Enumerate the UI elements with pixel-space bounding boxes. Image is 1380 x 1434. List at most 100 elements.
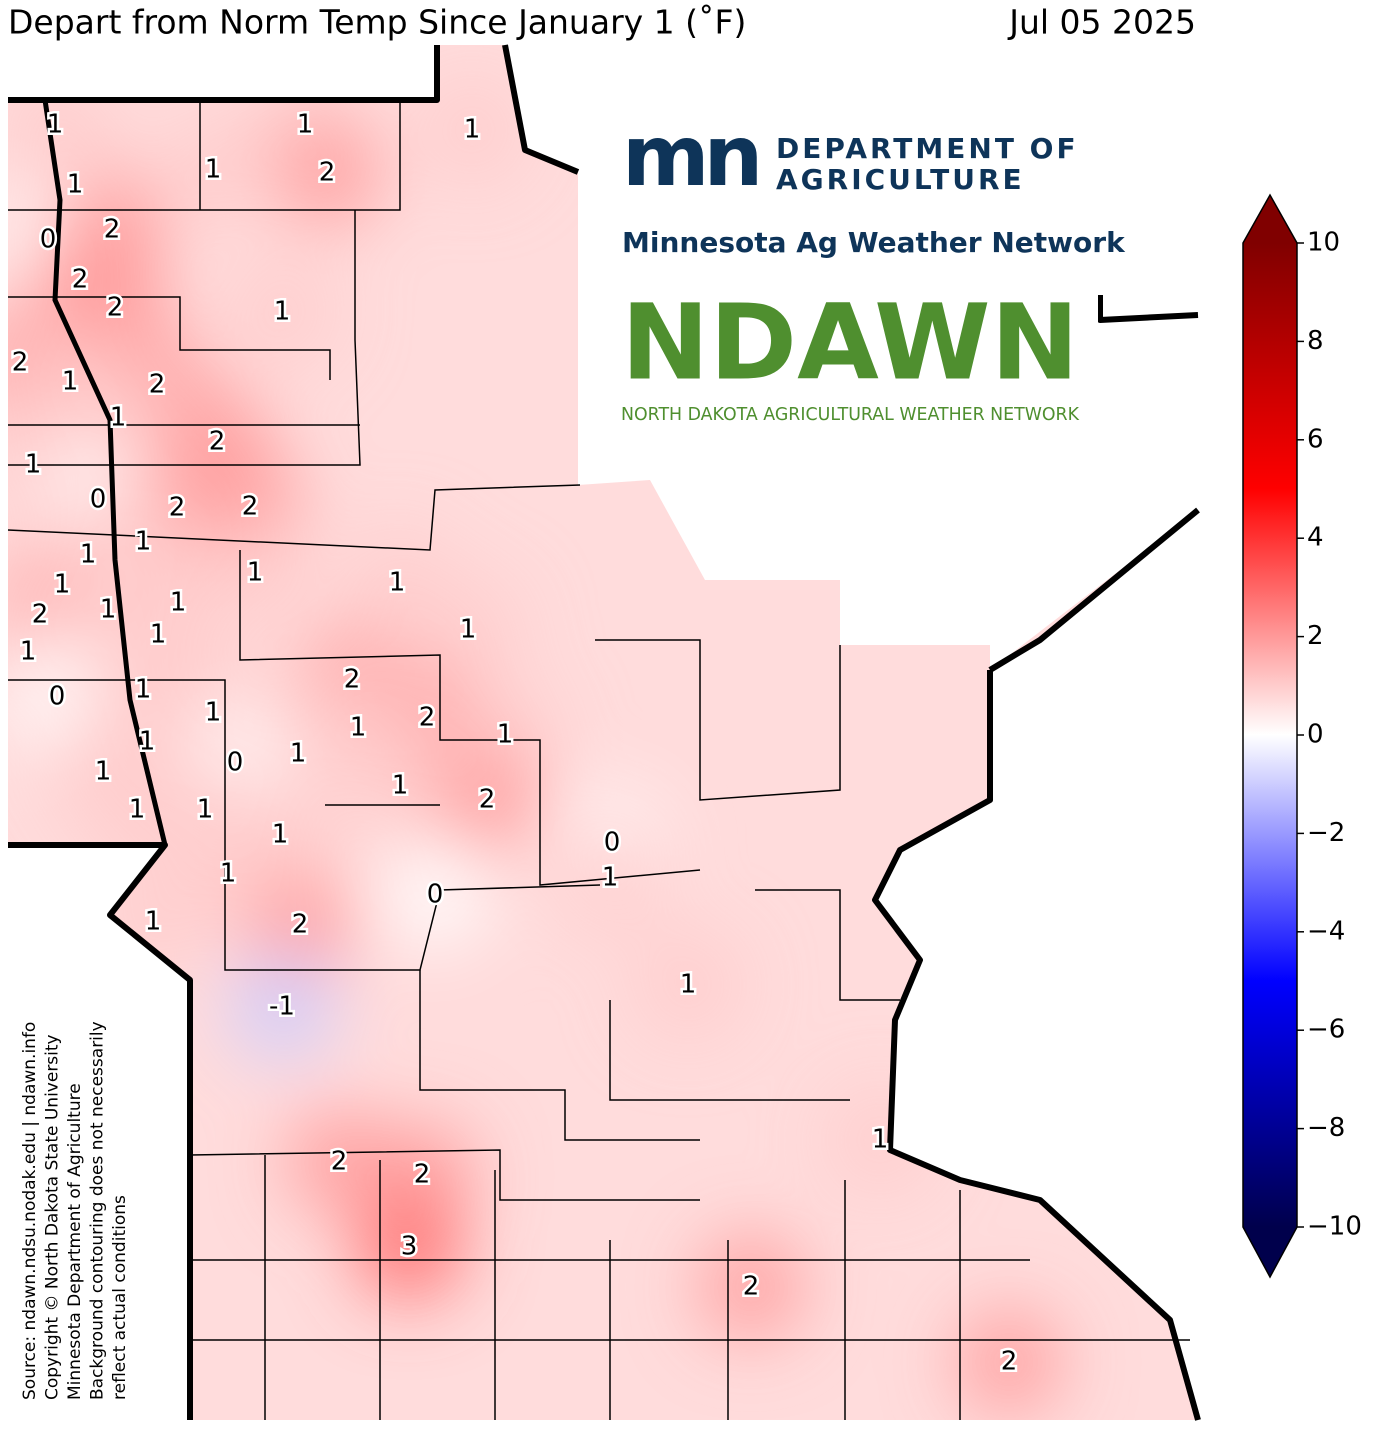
contour-blob xyxy=(633,930,743,1040)
station-value: 1 xyxy=(464,115,481,145)
station-value: 2 xyxy=(72,265,89,295)
contour-blob xyxy=(417,75,527,185)
station-value: 1 xyxy=(135,675,152,705)
contour-blob xyxy=(63,363,173,473)
colorbar-tick-label: −10 xyxy=(1307,1212,1362,1242)
station-value: -1 xyxy=(269,992,295,1022)
station-value: 1 xyxy=(389,568,406,598)
station-value: 2 xyxy=(414,1160,431,1190)
ndawn-subtitle: NORTH DAKOTA AGRICULTURAL WEATHER NETWOR… xyxy=(621,404,1080,425)
station-value: 1 xyxy=(129,795,146,825)
colorbar-tick-label: 8 xyxy=(1307,326,1324,356)
title: Depart from Norm Temp Since January 1 (˚… xyxy=(8,3,746,42)
station-value: 2 xyxy=(149,370,166,400)
station-value: 1 xyxy=(392,771,409,801)
colorbar-extend-low xyxy=(1243,1227,1297,1277)
source-line: reflect actual conditions xyxy=(110,1195,130,1400)
date: Jul 05 2025 xyxy=(1007,3,1196,42)
station-value: 2 xyxy=(319,158,336,188)
contour-blob xyxy=(345,731,455,841)
station-value: 2 xyxy=(242,492,259,522)
station-value: 2 xyxy=(169,493,186,523)
station-value: 2 xyxy=(743,1272,760,1302)
station-value: 0 xyxy=(427,880,444,910)
logo-panel: mn DEPARTMENT OF AGRICULTURE Minnesota A… xyxy=(600,100,1126,445)
station-value: 1 xyxy=(150,620,167,650)
station-value: 2 xyxy=(292,910,309,940)
station-value: 1 xyxy=(145,907,162,937)
station-value: 1 xyxy=(80,540,97,570)
county-lines xyxy=(7,100,1190,1420)
station-value: 1 xyxy=(67,170,84,200)
station-value: 3 xyxy=(401,1232,418,1262)
colorbar-body xyxy=(1243,243,1297,1227)
station-value: 1 xyxy=(460,615,477,645)
colorbar-tick-label: −4 xyxy=(1307,916,1345,946)
station-value: 2 xyxy=(331,1147,348,1177)
station-value: 1 xyxy=(95,757,112,787)
contour-blob xyxy=(354,1192,464,1302)
station-value: 1 xyxy=(220,859,237,889)
station-value: 2 xyxy=(209,427,226,457)
station-value: 0 xyxy=(49,682,66,712)
station-value: 1 xyxy=(297,110,314,140)
contour-blob xyxy=(245,870,355,980)
source-note: Source: ndawn.ndsu.nodak.edu | ndawn.inf… xyxy=(20,1021,130,1400)
station-value: 2 xyxy=(344,665,361,695)
station-value: 0 xyxy=(90,485,107,515)
station-value: 1 xyxy=(139,727,156,757)
colorbar-extend-high xyxy=(1243,195,1297,243)
station-value: 2 xyxy=(1001,1347,1018,1377)
station-value: 0 xyxy=(227,748,244,778)
station-value: 1 xyxy=(497,720,514,750)
contour-blob xyxy=(954,1307,1064,1417)
station-value: 1 xyxy=(350,713,367,743)
state-borders xyxy=(8,44,1201,1421)
colorbar-tick-label: 4 xyxy=(1307,523,1324,553)
station-value: 0 xyxy=(40,225,57,255)
colorbar-tick-label: 2 xyxy=(1307,621,1324,651)
station-value: 1 xyxy=(170,588,187,618)
station-value: 0 xyxy=(604,828,621,858)
station-value: 1 xyxy=(274,297,291,327)
station-value: 1 xyxy=(47,110,64,140)
station-value: 1 xyxy=(110,403,127,433)
station-value: 1 xyxy=(100,595,117,625)
station-value: 1 xyxy=(62,367,79,397)
contour-blob xyxy=(227,257,337,367)
station-value: 1 xyxy=(197,795,214,825)
source-line: Background contouring does not necessari… xyxy=(88,1021,108,1400)
station-value: 1 xyxy=(247,558,264,588)
station-value: 2 xyxy=(419,703,436,733)
colorbar-tick-label: −8 xyxy=(1307,1113,1345,1143)
station-value: 2 xyxy=(32,600,49,630)
ndawn-logo: NDAWN xyxy=(621,281,1079,403)
station-value: 1 xyxy=(680,970,697,1000)
station-value: 2 xyxy=(12,348,29,378)
station-value: 1 xyxy=(54,570,71,600)
colorbar-tick-label: 0 xyxy=(1307,720,1324,750)
contour-blob xyxy=(158,115,268,225)
contour-blob xyxy=(227,952,337,1062)
station-value: 2 xyxy=(104,215,121,245)
station-value: 1 xyxy=(205,155,222,185)
colorbar-tick-label: 10 xyxy=(1307,228,1340,258)
red-river xyxy=(42,99,168,846)
network-name: Minnesota Ag Weather Network xyxy=(622,226,1126,259)
colorbar-tick-label: 6 xyxy=(1307,424,1324,454)
contour-blob xyxy=(380,840,490,950)
contour-blob xyxy=(200,518,310,628)
station-value: 1 xyxy=(602,863,619,893)
mda-line2: AGRICULTURE xyxy=(776,163,1025,196)
station-value: 1 xyxy=(872,1125,889,1155)
colorbar-tick-label: −6 xyxy=(1307,1015,1345,1045)
station-value: 1 xyxy=(205,698,222,728)
source-line: Source: ndawn.ndsu.nodak.edu | ndawn.inf… xyxy=(20,1022,40,1400)
source-line: Copyright © North Dakota State Universit… xyxy=(43,1034,63,1400)
station-value: 2 xyxy=(479,785,496,815)
station-value: 1 xyxy=(290,739,307,769)
logo-background xyxy=(600,100,1098,445)
station-value: 1 xyxy=(272,820,289,850)
mda-line1: DEPARTMENT OF xyxy=(776,132,1079,165)
contour-blob xyxy=(284,1107,394,1217)
